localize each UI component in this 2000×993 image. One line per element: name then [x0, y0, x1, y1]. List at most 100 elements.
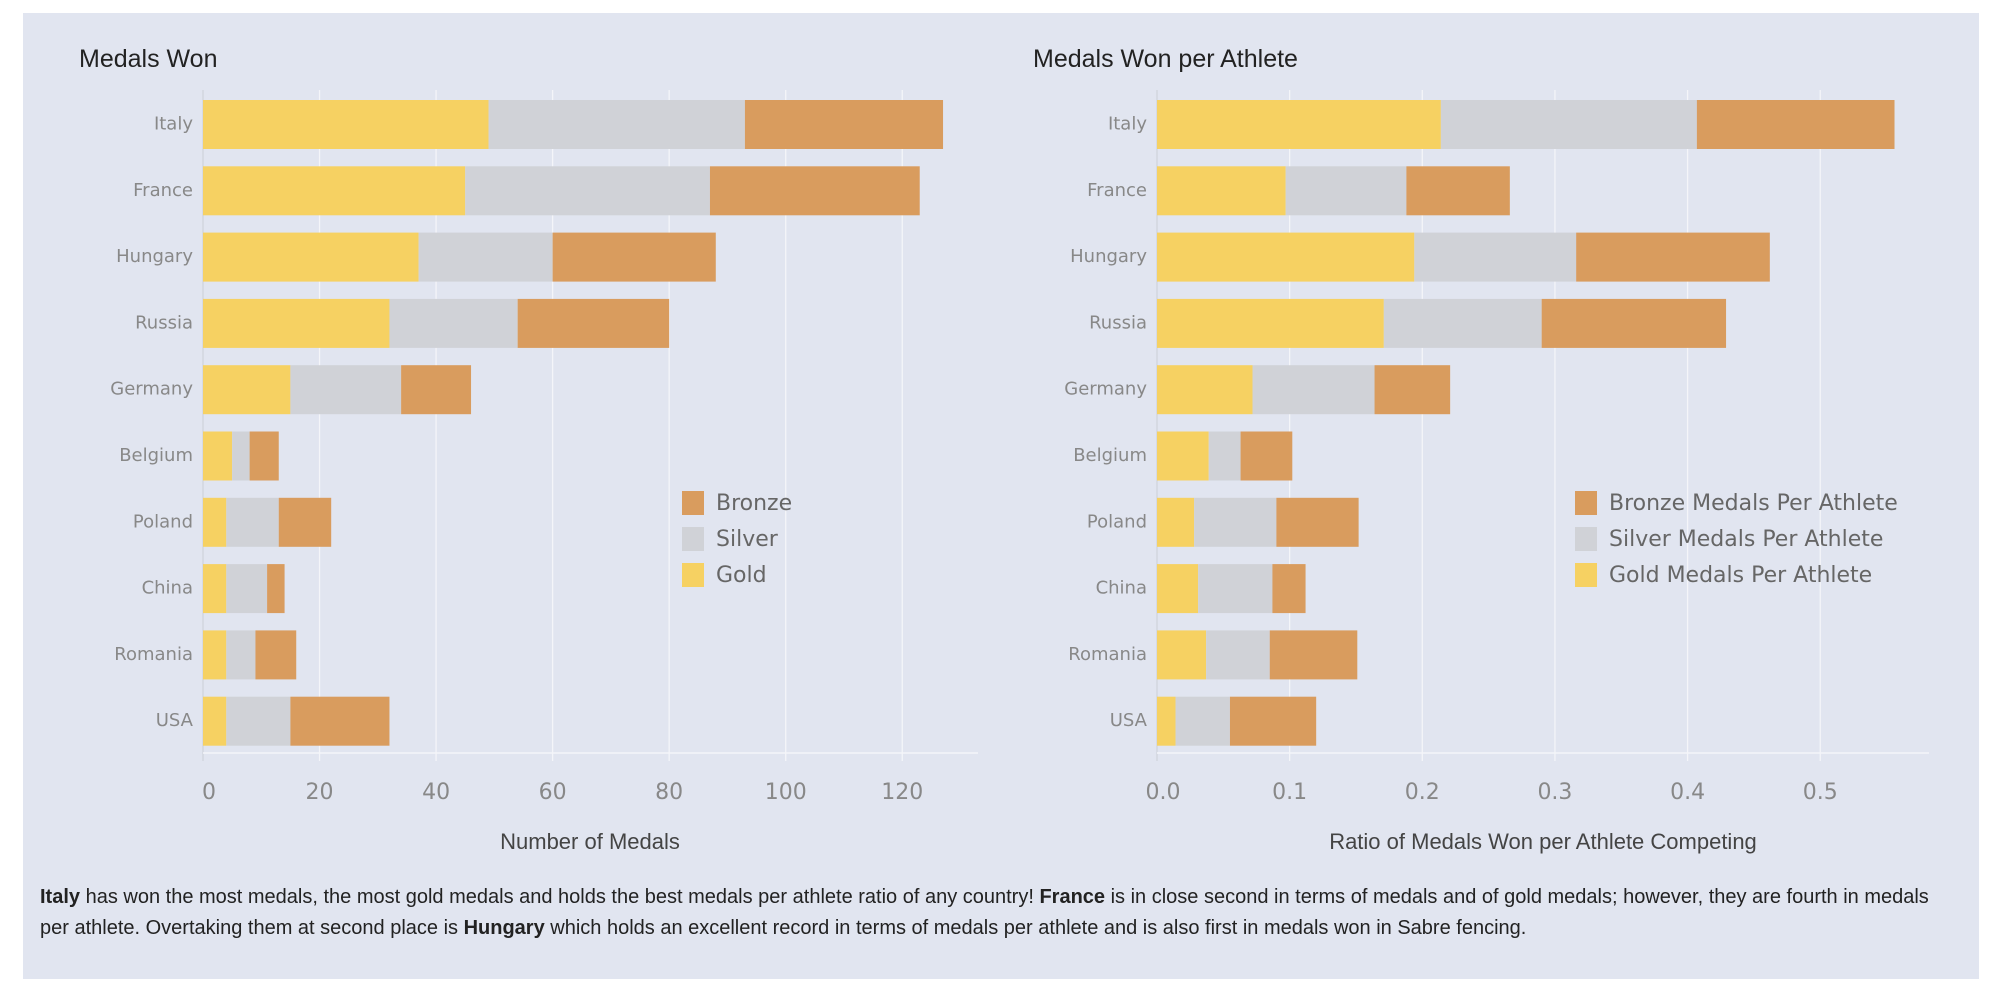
category-label: Poland [133, 511, 193, 532]
category-label: France [133, 180, 193, 201]
bar-gold-hungary[interactable] [203, 232, 419, 282]
bar-silver-usa[interactable] [226, 696, 291, 746]
medals-per-athlete-legend: Bronze Medals Per Athlete Silver Medals P… [1575, 485, 1898, 593]
caption-text: which holds an excellent record in terms… [544, 917, 1527, 939]
bar-gold-germany[interactable] [1157, 365, 1253, 415]
bar-bronze-hungary[interactable] [1576, 232, 1770, 282]
bar-bronze-hungary[interactable] [552, 232, 716, 282]
bar-gold-italy[interactable] [203, 100, 489, 149]
legend-item[interactable]: Silver Medals Per Athlete [1575, 521, 1898, 557]
bar-gold-russia[interactable] [1157, 298, 1384, 348]
bar-silver-france[interactable] [465, 166, 710, 216]
x-axis-title: Number of Medals [500, 829, 680, 854]
x-tick-label: 120 [881, 780, 923, 805]
bar-bronze-france[interactable] [709, 166, 920, 216]
bar-bronze-poland[interactable] [278, 497, 332, 547]
x-tick-label: 0.4 [1670, 780, 1705, 805]
bar-silver-poland[interactable] [1194, 497, 1277, 547]
bar-bronze-romania[interactable] [1269, 630, 1358, 680]
bar-silver-poland[interactable] [226, 497, 279, 547]
legend-item[interactable]: Bronze Medals Per Athlete [1575, 485, 1898, 521]
caption-text: is in close second in terms of medals an… [40, 886, 1929, 939]
bar-gold-poland[interactable] [203, 497, 227, 547]
bar-bronze-romania[interactable] [255, 630, 297, 680]
bar-gold-hungary[interactable] [1157, 232, 1415, 282]
category-label: Romania [1068, 644, 1147, 665]
bar-gold-usa[interactable] [1157, 696, 1176, 746]
bar-bronze-belgium[interactable] [249, 431, 279, 481]
x-tick-label: 0.5 [1803, 780, 1838, 805]
category-label: Romania [114, 644, 193, 665]
category-label: Belgium [119, 445, 193, 466]
bar-silver-china[interactable] [226, 564, 268, 614]
bar-gold-china[interactable] [203, 564, 227, 614]
bar-gold-france[interactable] [1157, 166, 1286, 216]
bar-silver-romania[interactable] [226, 630, 256, 680]
bar-gold-romania[interactable] [1157, 630, 1207, 680]
bar-silver-russia[interactable] [1383, 298, 1542, 348]
bar-silver-hungary[interactable] [418, 232, 553, 282]
category-label: Russia [135, 312, 193, 333]
bar-silver-romania[interactable] [1206, 630, 1270, 680]
bar-bronze-china[interactable] [1272, 564, 1306, 614]
bar-silver-germany[interactable] [1252, 365, 1375, 415]
legend-label: Gold [716, 562, 767, 588]
bar-silver-russia[interactable] [389, 298, 518, 348]
legend-label: Silver Medals Per Athlete [1609, 526, 1884, 552]
bar-gold-belgium[interactable] [1157, 431, 1209, 481]
legend-label: Bronze [716, 490, 793, 516]
bar-bronze-russia[interactable] [517, 298, 670, 348]
legend-item[interactable]: Gold [682, 557, 792, 593]
legend-item[interactable]: Gold Medals Per Athlete [1575, 557, 1898, 593]
bar-gold-italy[interactable] [1157, 100, 1441, 149]
x-tick-label: 0.1 [1272, 780, 1307, 805]
bar-gold-poland[interactable] [1157, 497, 1195, 547]
bar-bronze-italy[interactable] [744, 100, 944, 149]
bar-bronze-china[interactable] [267, 564, 285, 614]
legend-item[interactable]: Silver [682, 521, 792, 557]
bar-silver-belgium[interactable] [1208, 431, 1241, 481]
bar-silver-france[interactable] [1285, 166, 1407, 216]
bar-gold-france[interactable] [203, 166, 466, 216]
x-tick-label: 60 [539, 780, 567, 805]
category-label: USA [156, 710, 194, 731]
bar-silver-usa[interactable] [1175, 696, 1230, 746]
bar-silver-italy[interactable] [1440, 100, 1697, 149]
bar-bronze-poland[interactable] [1276, 497, 1359, 547]
bar-gold-belgium[interactable] [203, 431, 233, 481]
x-tick-label: 0.0 [1146, 780, 1181, 805]
bar-silver-china[interactable] [1198, 564, 1273, 614]
category-label: USA [1110, 710, 1148, 731]
medals-won-chart: 0 20 40 60 80 100 120 Italy France Hungary Russia G… [110, 90, 978, 854]
bar-bronze-germany[interactable] [401, 365, 472, 415]
x-tick-label: 0.2 [1405, 780, 1440, 805]
legend-label: Bronze Medals Per Athlete [1609, 490, 1898, 516]
bar-silver-belgium[interactable] [232, 431, 250, 481]
caption-text: has won the most medals, the most gold m… [80, 886, 1040, 908]
x-tick-label: 100 [765, 780, 807, 805]
medals-per-athlete-chart: 0.0 0.1 0.2 0.3 0.4 0.5 Italy France Hungary Russ… [1064, 90, 1929, 854]
bar-gold-china[interactable] [1157, 564, 1199, 614]
caption-highlight: Hungary [463, 917, 545, 939]
bar-gold-germany[interactable] [203, 365, 291, 415]
bar-gold-romania[interactable] [203, 630, 227, 680]
bar-bronze-usa[interactable] [290, 696, 390, 746]
bar-silver-hungary[interactable] [1414, 232, 1577, 282]
x-axis-title: Ratio of Medals Won per Athlete Competin… [1329, 829, 1757, 854]
bar-silver-italy[interactable] [488, 100, 745, 149]
bar-gold-russia[interactable] [203, 298, 390, 348]
legend-item[interactable]: Bronze [682, 485, 792, 521]
bar-bronze-italy[interactable] [1696, 100, 1895, 149]
bar-gold-usa[interactable] [203, 696, 227, 746]
bar-bronze-belgium[interactable] [1240, 431, 1293, 481]
bar-bronze-germany[interactable] [1374, 365, 1451, 415]
medals-won-legend: Bronze Silver Gold [682, 485, 792, 593]
bar-bronze-usa[interactable] [1229, 696, 1317, 746]
bar-silver-germany[interactable] [290, 365, 402, 415]
bar-bronze-france[interactable] [1406, 166, 1510, 216]
category-label: Germany [110, 379, 193, 400]
bar-bronze-russia[interactable] [1541, 298, 1727, 348]
category-label: France [1087, 180, 1147, 201]
category-label: Hungary [116, 246, 193, 267]
category-label: China [142, 578, 193, 599]
